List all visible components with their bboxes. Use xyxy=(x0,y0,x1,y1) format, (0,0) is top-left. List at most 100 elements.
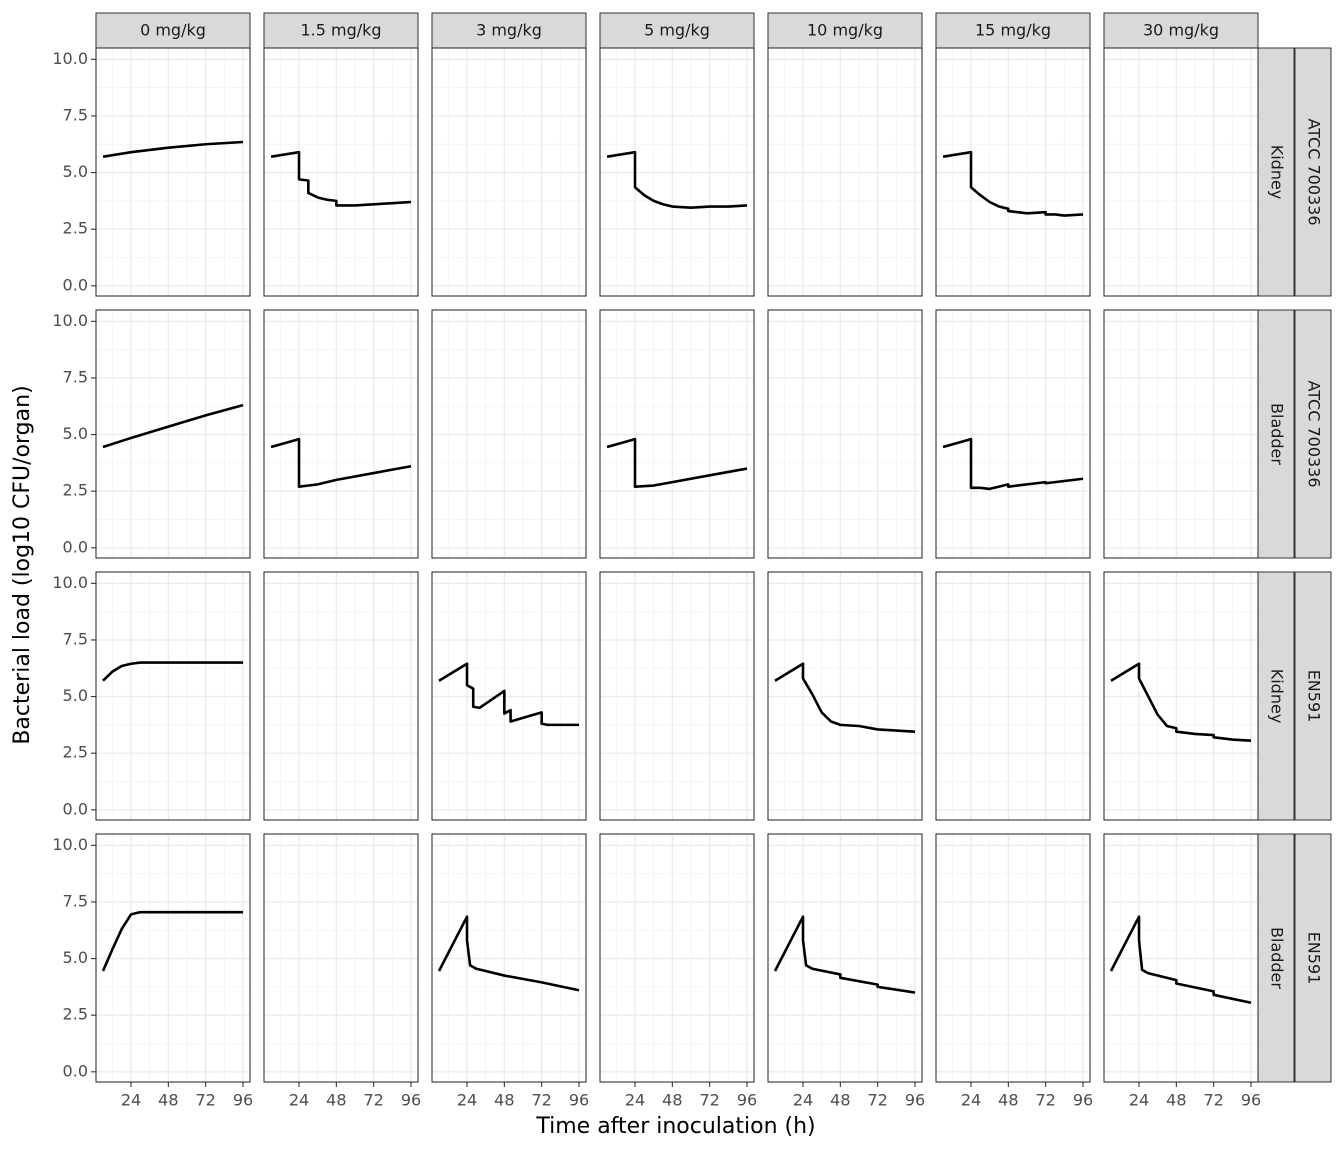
column-strip xyxy=(1103,12,1259,49)
panel-border xyxy=(263,833,419,1083)
y-tick-label: 2.5 xyxy=(63,219,88,238)
y-tick-label: 2.5 xyxy=(63,481,88,500)
y-tick-label: 7.5 xyxy=(63,891,88,910)
line xyxy=(774,662,916,733)
column-strip-label: 5 mg/kg xyxy=(644,21,710,40)
y-tick-label: 0.0 xyxy=(63,1061,88,1080)
panel-border xyxy=(767,309,923,559)
x-tick-label: 48 xyxy=(830,1091,850,1110)
column-strip-label: 1.5 mg/kg xyxy=(300,21,381,40)
row-strip xyxy=(1294,47,1332,297)
x-tick-label: 24 xyxy=(121,1091,141,1110)
line xyxy=(942,150,1084,217)
y-tick-label: 7.5 xyxy=(63,629,88,648)
row-strip-label: ATCC 700336 xyxy=(1305,380,1324,487)
y-tick-label: 10.0 xyxy=(52,835,88,854)
x-tick-label: 48 xyxy=(662,1091,682,1110)
x-tick-label: 24 xyxy=(961,1091,981,1110)
line xyxy=(270,437,412,488)
row-strip-label: EN591 xyxy=(1305,670,1324,723)
x-tick-label: 48 xyxy=(494,1091,514,1110)
column-strip-label: 0 mg/kg xyxy=(140,21,206,40)
panel-border xyxy=(767,571,923,821)
x-tick-label: 72 xyxy=(699,1091,719,1110)
panel-border xyxy=(95,571,251,821)
line xyxy=(606,437,748,488)
line xyxy=(102,140,244,158)
line xyxy=(1109,915,1252,1005)
row-strip xyxy=(1294,309,1332,559)
y-tick-label: 5.0 xyxy=(63,948,88,967)
panel-border xyxy=(1103,309,1259,559)
line xyxy=(437,915,580,992)
panel-border xyxy=(767,833,923,1083)
y-tick-label: 0.0 xyxy=(63,537,88,556)
y-tick-label: 10.0 xyxy=(52,49,88,68)
column-strip-label: 30 mg/kg xyxy=(1143,21,1219,40)
x-tick-label: 96 xyxy=(569,1091,589,1110)
line xyxy=(101,910,243,972)
row-strip xyxy=(1257,571,1295,821)
y-tick-label: 5.0 xyxy=(63,424,88,443)
panel-border xyxy=(935,47,1091,297)
line xyxy=(102,403,244,449)
y-tick-label: 7.5 xyxy=(63,367,88,386)
x-tick-label: 96 xyxy=(1073,1091,1093,1110)
x-tick-label: 48 xyxy=(326,1091,346,1110)
y-tick-label: 7.5 xyxy=(63,105,88,124)
line xyxy=(773,915,916,994)
x-tick-label: 24 xyxy=(457,1091,477,1110)
x-tick-label: 72 xyxy=(195,1091,215,1110)
column-strip-label: 10 mg/kg xyxy=(807,21,883,40)
x-tick-label: 72 xyxy=(1203,1091,1223,1110)
line xyxy=(942,437,1084,491)
panel-border xyxy=(935,833,1091,1083)
panel-border xyxy=(599,309,755,559)
x-tick-label: 48 xyxy=(1166,1091,1186,1110)
x-tick-label: 24 xyxy=(625,1091,645,1110)
panel-border xyxy=(431,47,587,297)
y-tick-label: 0.0 xyxy=(63,275,88,294)
x-tick-label: 48 xyxy=(158,1091,178,1110)
panel-border xyxy=(431,833,587,1083)
panel-border xyxy=(767,47,923,297)
panel-border xyxy=(1103,833,1259,1083)
column-strip xyxy=(431,12,587,49)
panel-border xyxy=(1103,571,1259,821)
panel-border xyxy=(95,833,251,1083)
line xyxy=(102,661,243,682)
x-tick-label: 96 xyxy=(233,1091,253,1110)
panel-border xyxy=(95,47,251,297)
panel-border xyxy=(935,571,1091,821)
row-strip-label: Kidney xyxy=(1268,669,1287,724)
row-strip-label: ATCC 700336 xyxy=(1305,118,1324,225)
x-tick-label: 24 xyxy=(793,1091,813,1110)
row-strip xyxy=(1294,833,1332,1083)
x-tick-label: 24 xyxy=(289,1091,309,1110)
column-strip xyxy=(95,12,251,49)
panel-border xyxy=(263,309,419,559)
line xyxy=(606,150,748,209)
column-strip xyxy=(263,12,419,49)
x-tick-label: 72 xyxy=(531,1091,551,1110)
panel-border xyxy=(263,571,419,821)
panel-border xyxy=(599,47,755,297)
x-axis-title: Time after inoculation (h) xyxy=(535,1114,815,1139)
x-tick-label: 24 xyxy=(1129,1091,1149,1110)
y-tick-label: 10.0 xyxy=(52,311,88,330)
line xyxy=(270,150,412,207)
row-strip-label: Bladder xyxy=(1268,927,1287,989)
y-tick-label: 2.5 xyxy=(63,743,88,762)
y-tick-label: 2.5 xyxy=(63,1005,88,1024)
column-strip-label: 15 mg/kg xyxy=(975,21,1051,40)
column-strip-label: 3 mg/kg xyxy=(476,21,542,40)
panel-border xyxy=(431,309,587,559)
panel-border xyxy=(1103,47,1259,297)
row-strip-label: Bladder xyxy=(1268,403,1287,465)
row-strip-label: EN591 xyxy=(1305,932,1324,985)
y-tick-label: 0.0 xyxy=(63,799,88,818)
panel-border xyxy=(95,309,251,559)
y-tick-label: 5.0 xyxy=(63,686,88,705)
line xyxy=(438,662,579,727)
